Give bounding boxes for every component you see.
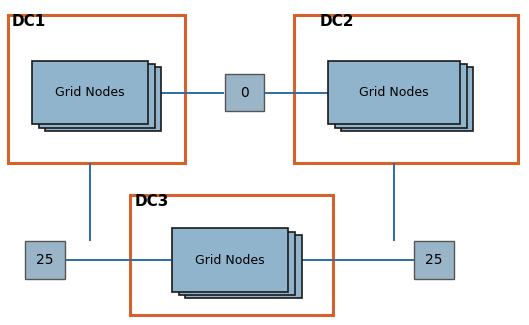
Text: DC2: DC2 — [320, 14, 354, 29]
FancyBboxPatch shape — [8, 15, 185, 162]
FancyBboxPatch shape — [185, 235, 302, 298]
FancyBboxPatch shape — [179, 231, 295, 295]
FancyBboxPatch shape — [341, 68, 473, 131]
Text: 25: 25 — [425, 253, 443, 267]
FancyBboxPatch shape — [45, 68, 161, 131]
FancyBboxPatch shape — [294, 15, 518, 162]
Text: DC3: DC3 — [135, 194, 169, 209]
FancyBboxPatch shape — [335, 64, 467, 128]
FancyBboxPatch shape — [39, 64, 155, 128]
FancyBboxPatch shape — [25, 241, 65, 279]
Text: Grid Nodes: Grid Nodes — [195, 254, 265, 266]
FancyBboxPatch shape — [225, 74, 264, 111]
FancyBboxPatch shape — [328, 61, 460, 124]
Text: Grid Nodes: Grid Nodes — [359, 86, 429, 99]
FancyBboxPatch shape — [130, 195, 333, 315]
FancyBboxPatch shape — [414, 241, 453, 279]
FancyBboxPatch shape — [32, 61, 148, 124]
Text: DC1: DC1 — [12, 14, 46, 29]
Text: 25: 25 — [36, 253, 54, 267]
Text: 0: 0 — [240, 85, 249, 100]
FancyBboxPatch shape — [172, 228, 288, 292]
Text: Grid Nodes: Grid Nodes — [55, 86, 125, 99]
